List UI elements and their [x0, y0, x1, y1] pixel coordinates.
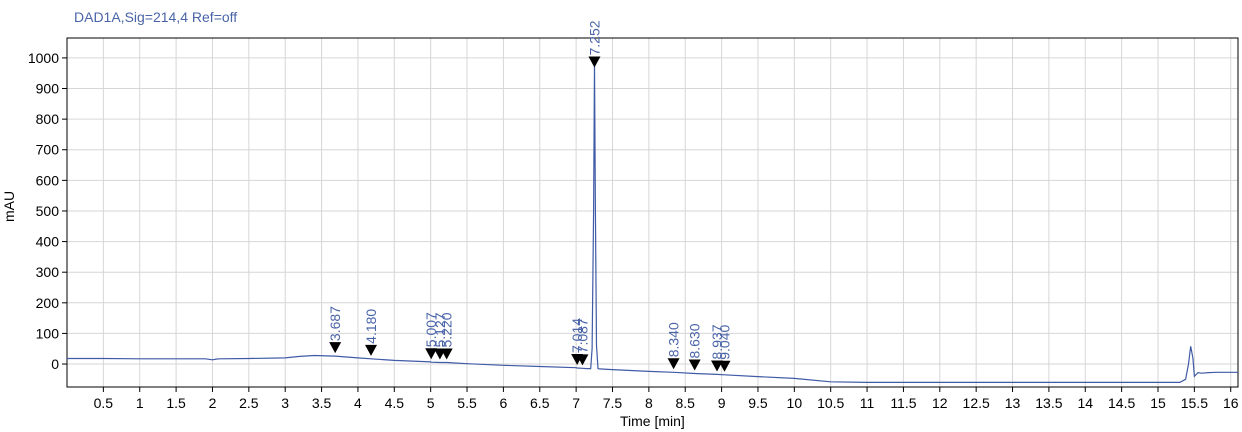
x-tick-label: 2.5 — [239, 395, 259, 411]
peak-marker — [329, 342, 342, 354]
peak-marker — [667, 358, 680, 370]
x-tick-label: 8.5 — [675, 395, 695, 411]
y-tick-label: 700 — [36, 142, 60, 158]
x-tick-label: 4 — [354, 395, 362, 411]
x-tick-label: 5.5 — [457, 395, 477, 411]
grid — [67, 38, 1238, 387]
x-tick-label: 7 — [572, 395, 580, 411]
peak-marker — [688, 359, 701, 371]
x-tick-label: 3 — [281, 395, 289, 411]
peak-marker — [440, 348, 453, 360]
x-tick-label: 8 — [645, 395, 653, 411]
x-tick-label: 2 — [209, 395, 217, 411]
peak-label: 7.087 — [574, 318, 590, 353]
x-tick-label: 1.5 — [166, 395, 186, 411]
y-tick-label: 900 — [36, 81, 60, 97]
x-tick-label: 15 — [1150, 395, 1166, 411]
peak-marker — [365, 344, 378, 356]
series — [67, 62, 1238, 383]
peak-label: 5.127 — [432, 312, 448, 347]
x-tick-label: 16 — [1223, 395, 1239, 411]
y-tick-label: 600 — [36, 172, 60, 188]
x-tick-label: 4.5 — [385, 395, 405, 411]
chromatogram-trace — [67, 62, 1238, 383]
x-tick-label: 3.5 — [312, 395, 332, 411]
peak-label: 8.937 — [709, 324, 725, 359]
x-tick-label: 14 — [1077, 395, 1093, 411]
y-tick-label: 0 — [51, 356, 59, 372]
peak-marker — [588, 56, 601, 68]
y-tick-label: 400 — [36, 234, 60, 250]
peak-marker — [576, 354, 589, 366]
peak-label: 4.180 — [363, 309, 379, 344]
x-tick-label: 0.5 — [94, 395, 114, 411]
peak-marker — [718, 360, 731, 372]
x-tick-label: 10.5 — [817, 395, 844, 411]
x-tick-label: 10 — [787, 395, 803, 411]
x-tick-label: 1 — [136, 395, 144, 411]
x-tick-label: 11.5 — [890, 395, 916, 411]
peak-label: 8.340 — [666, 322, 682, 357]
y-tick-label: 800 — [36, 111, 60, 127]
x-tick-label: 13.5 — [1035, 395, 1062, 411]
tick-labels: 0.5 1 1.5 2 2.5 3 3.5 4 4.5 5 5.5 6 6.5 7 7.5 8 8.5 9 9.5 1… — [28, 50, 1239, 411]
x-tick-label: 15.5 — [1181, 395, 1208, 411]
peak-label: 5.220 — [439, 312, 455, 347]
peak-label: 7.252 — [586, 20, 602, 55]
y-tick-label: 100 — [36, 325, 60, 341]
peak-label: 9.040 — [717, 325, 733, 360]
y-axis-label: mAU — [1, 190, 17, 222]
axes — [62, 37, 1239, 392]
peak-label: 3.687 — [327, 306, 343, 341]
x-tick-label: 5 — [427, 395, 435, 411]
x-tick-label: 12.5 — [963, 395, 990, 411]
x-tick-label: 11 — [860, 395, 875, 411]
signal-title: DAD1A,Sig=214,4 Ref=off — [74, 9, 238, 25]
x-tick-label: 7.5 — [603, 395, 623, 411]
x-tick-label: 14.5 — [1108, 395, 1135, 411]
x-tick-label: 6 — [499, 395, 507, 411]
x-tick-label: 13 — [1005, 395, 1021, 411]
peak-label: 8.630 — [687, 323, 703, 358]
y-tick-label: 300 — [36, 264, 60, 280]
x-tick-label: 6.5 — [530, 395, 550, 411]
y-tick-label: 200 — [36, 295, 60, 311]
x-tick-label: 12 — [932, 395, 948, 411]
plot-frame — [66, 37, 1239, 388]
peak-marker — [425, 348, 438, 360]
y-tick-label: 500 — [36, 203, 60, 219]
peak-label: 7.014 — [569, 318, 585, 353]
x-axis-label: Time [min] — [620, 413, 685, 429]
peak-label: 5.007 — [423, 312, 439, 347]
x-tick-label: 9 — [718, 395, 726, 411]
x-tick-label: 9.5 — [748, 395, 768, 411]
y-tick-label: 1000 — [28, 50, 59, 66]
